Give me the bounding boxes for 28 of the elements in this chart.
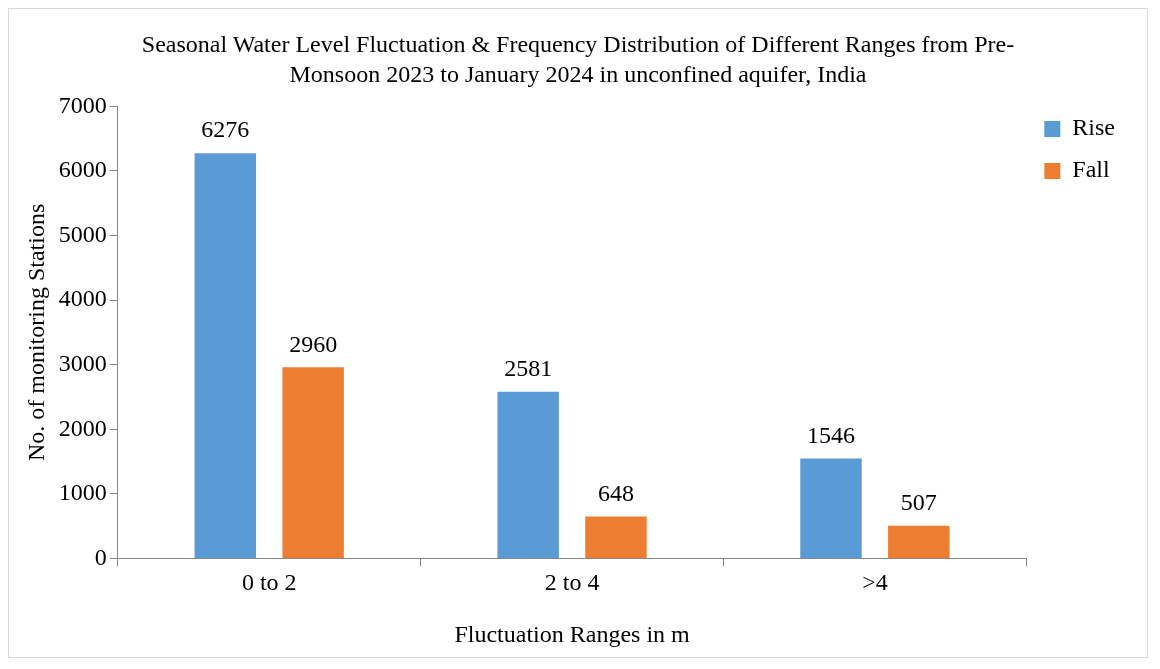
y-tick-label: 3000 <box>58 349 107 376</box>
bar <box>194 153 257 558</box>
y-tick-label: 6000 <box>58 156 107 183</box>
y-tick-label: 1000 <box>58 479 107 506</box>
data-label: 1546 <box>807 421 855 448</box>
y-tick-label: 7000 <box>58 91 107 118</box>
bar <box>800 458 862 558</box>
bar <box>585 516 647 558</box>
y-tick-label: 0 <box>94 543 107 570</box>
y-tick-label: 4000 <box>58 285 107 312</box>
y-axis-title: No. of monitoring Stations <box>22 203 49 462</box>
y-tick-label: 5000 <box>58 220 107 247</box>
x-axis-title: Fluctuation Ranges in m <box>454 620 691 647</box>
bar <box>497 391 559 558</box>
bar <box>888 525 950 558</box>
data-label: 2581 <box>504 355 553 382</box>
legend-label: Fall <box>1072 156 1110 183</box>
x-tick-label: 2 to 4 <box>544 569 600 596</box>
y-tick-label: 2000 <box>58 414 107 441</box>
x-tick-label: >4 <box>862 569 888 596</box>
data-label: 648 <box>597 479 634 506</box>
bar <box>282 367 344 558</box>
chart-title: Seasonal Water Level Fluctuation & Frequency Distribution of Different Ranges from Pre-Monsoon 2023 to January 2024 in unconfined aquifer, India <box>140 30 1016 89</box>
legend-label: Rise <box>1072 114 1115 141</box>
data-label: 6276 <box>201 116 250 143</box>
x-tick-label: 0 to 2 <box>241 569 297 596</box>
data-label: 2960 <box>289 330 338 357</box>
data-label: 507 <box>900 488 937 515</box>
